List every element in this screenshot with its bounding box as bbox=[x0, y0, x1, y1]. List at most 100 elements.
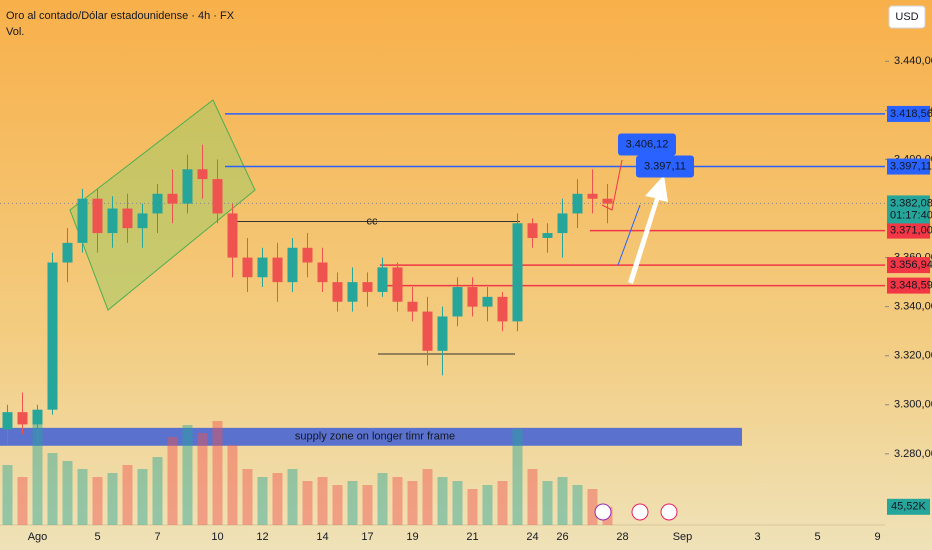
volume-bar bbox=[527, 469, 538, 525]
x-tick-label: 19 bbox=[406, 531, 418, 543]
x-tick-label: 9 bbox=[874, 531, 880, 543]
arrow bbox=[628, 175, 668, 284]
candle-body bbox=[77, 198, 88, 243]
volume-bar bbox=[272, 473, 283, 525]
y-tick-label: 3.320,00 bbox=[894, 350, 932, 362]
candle-body bbox=[32, 409, 43, 425]
candle-body bbox=[2, 412, 13, 430]
candle-body bbox=[407, 301, 418, 312]
volume-bar bbox=[17, 477, 28, 525]
volume-bar bbox=[47, 453, 58, 525]
volume-bar bbox=[122, 465, 133, 525]
volume-bar bbox=[407, 481, 418, 525]
price-label: 3.418,56 bbox=[890, 108, 932, 120]
volume-bar bbox=[587, 489, 598, 525]
countdown: 01:17:40 bbox=[890, 209, 932, 221]
event-icon[interactable] bbox=[594, 503, 612, 521]
candle-body bbox=[422, 311, 433, 351]
x-tick-label: 26 bbox=[556, 531, 568, 543]
volume-bar bbox=[152, 457, 163, 525]
price-label-box bbox=[887, 105, 930, 122]
callout-box bbox=[618, 133, 676, 156]
candle-body bbox=[62, 242, 73, 263]
volume-bar bbox=[227, 445, 238, 525]
last-price-box bbox=[887, 195, 930, 224]
volume-bar bbox=[242, 469, 253, 525]
y-tick-label: 3.340,00 bbox=[894, 301, 932, 313]
candle-body bbox=[362, 282, 373, 292]
candle-body bbox=[302, 247, 313, 263]
volume-bar bbox=[2, 465, 13, 525]
candle-body bbox=[332, 282, 343, 302]
candle-body bbox=[317, 262, 328, 283]
x-tick-label: Sep bbox=[673, 531, 693, 543]
candle-body bbox=[182, 169, 193, 204]
volume-bar bbox=[197, 433, 208, 525]
candle-body bbox=[542, 233, 553, 238]
candle-body bbox=[122, 208, 133, 229]
volume-bar bbox=[107, 473, 118, 525]
x-tick-label: 21 bbox=[466, 531, 478, 543]
callout-box bbox=[636, 155, 694, 178]
volume-bar bbox=[287, 469, 298, 525]
volume-bar bbox=[317, 477, 328, 525]
event-icon[interactable] bbox=[660, 503, 678, 521]
volume-bar bbox=[62, 461, 73, 525]
currency-box[interactable] bbox=[888, 5, 926, 29]
y-tick-label: 3.300,00 bbox=[894, 399, 932, 411]
supply-zone bbox=[0, 427, 742, 446]
candle-body bbox=[527, 223, 538, 238]
x-tick-label: Ago bbox=[28, 531, 48, 543]
price-label: 3.397,11 bbox=[890, 160, 932, 172]
candle-body bbox=[572, 193, 583, 214]
candle-body bbox=[452, 287, 463, 317]
volume-bar bbox=[167, 437, 178, 525]
candle-body bbox=[287, 247, 298, 283]
x-tick-label: 7 bbox=[154, 531, 160, 543]
price-label-box bbox=[887, 257, 930, 274]
candle-body bbox=[212, 179, 223, 214]
volume-bar bbox=[377, 473, 388, 525]
annotation-label: cc bbox=[367, 215, 379, 227]
volume-bar bbox=[422, 469, 433, 525]
candle-body bbox=[197, 169, 208, 180]
volume-bar bbox=[257, 477, 268, 525]
y-tick-label: 3.440,00 bbox=[894, 55, 932, 67]
volume-bar bbox=[347, 481, 358, 525]
volume-bar bbox=[437, 477, 448, 525]
volume-bar bbox=[302, 481, 313, 525]
candle-body bbox=[557, 213, 568, 234]
volume-bar bbox=[392, 477, 403, 525]
price-label: 3.356,94 bbox=[890, 259, 932, 271]
candle-body bbox=[392, 267, 403, 302]
candle-body bbox=[377, 267, 388, 292]
volume-title: Vol. bbox=[6, 26, 24, 38]
volume-bar bbox=[482, 485, 493, 525]
event-icon[interactable] bbox=[631, 503, 649, 521]
x-tick-label: 3 bbox=[754, 531, 760, 543]
volume-bar bbox=[542, 481, 553, 525]
candle-body bbox=[257, 257, 268, 278]
candle-body bbox=[272, 257, 283, 283]
candle-body bbox=[602, 198, 613, 204]
candle-body bbox=[92, 198, 103, 234]
arrow bbox=[601, 159, 623, 211]
price-label: 3.348,59 bbox=[890, 279, 932, 291]
arrow bbox=[617, 204, 641, 266]
candle-body bbox=[152, 193, 163, 214]
price-label-box bbox=[887, 277, 930, 294]
currency[interactable]: USD bbox=[895, 11, 918, 23]
x-tick-label: 10 bbox=[211, 531, 223, 543]
x-tick-label: 12 bbox=[256, 531, 268, 543]
candle-body bbox=[587, 193, 598, 199]
candle-body bbox=[512, 223, 523, 322]
volume-label: 45,52K bbox=[891, 501, 927, 513]
volume-bar bbox=[137, 469, 148, 525]
candle-body bbox=[467, 287, 478, 307]
volume-bar bbox=[212, 421, 223, 525]
volume-bar bbox=[557, 477, 568, 525]
volume-bar bbox=[467, 489, 478, 525]
volume-bar bbox=[452, 481, 463, 525]
